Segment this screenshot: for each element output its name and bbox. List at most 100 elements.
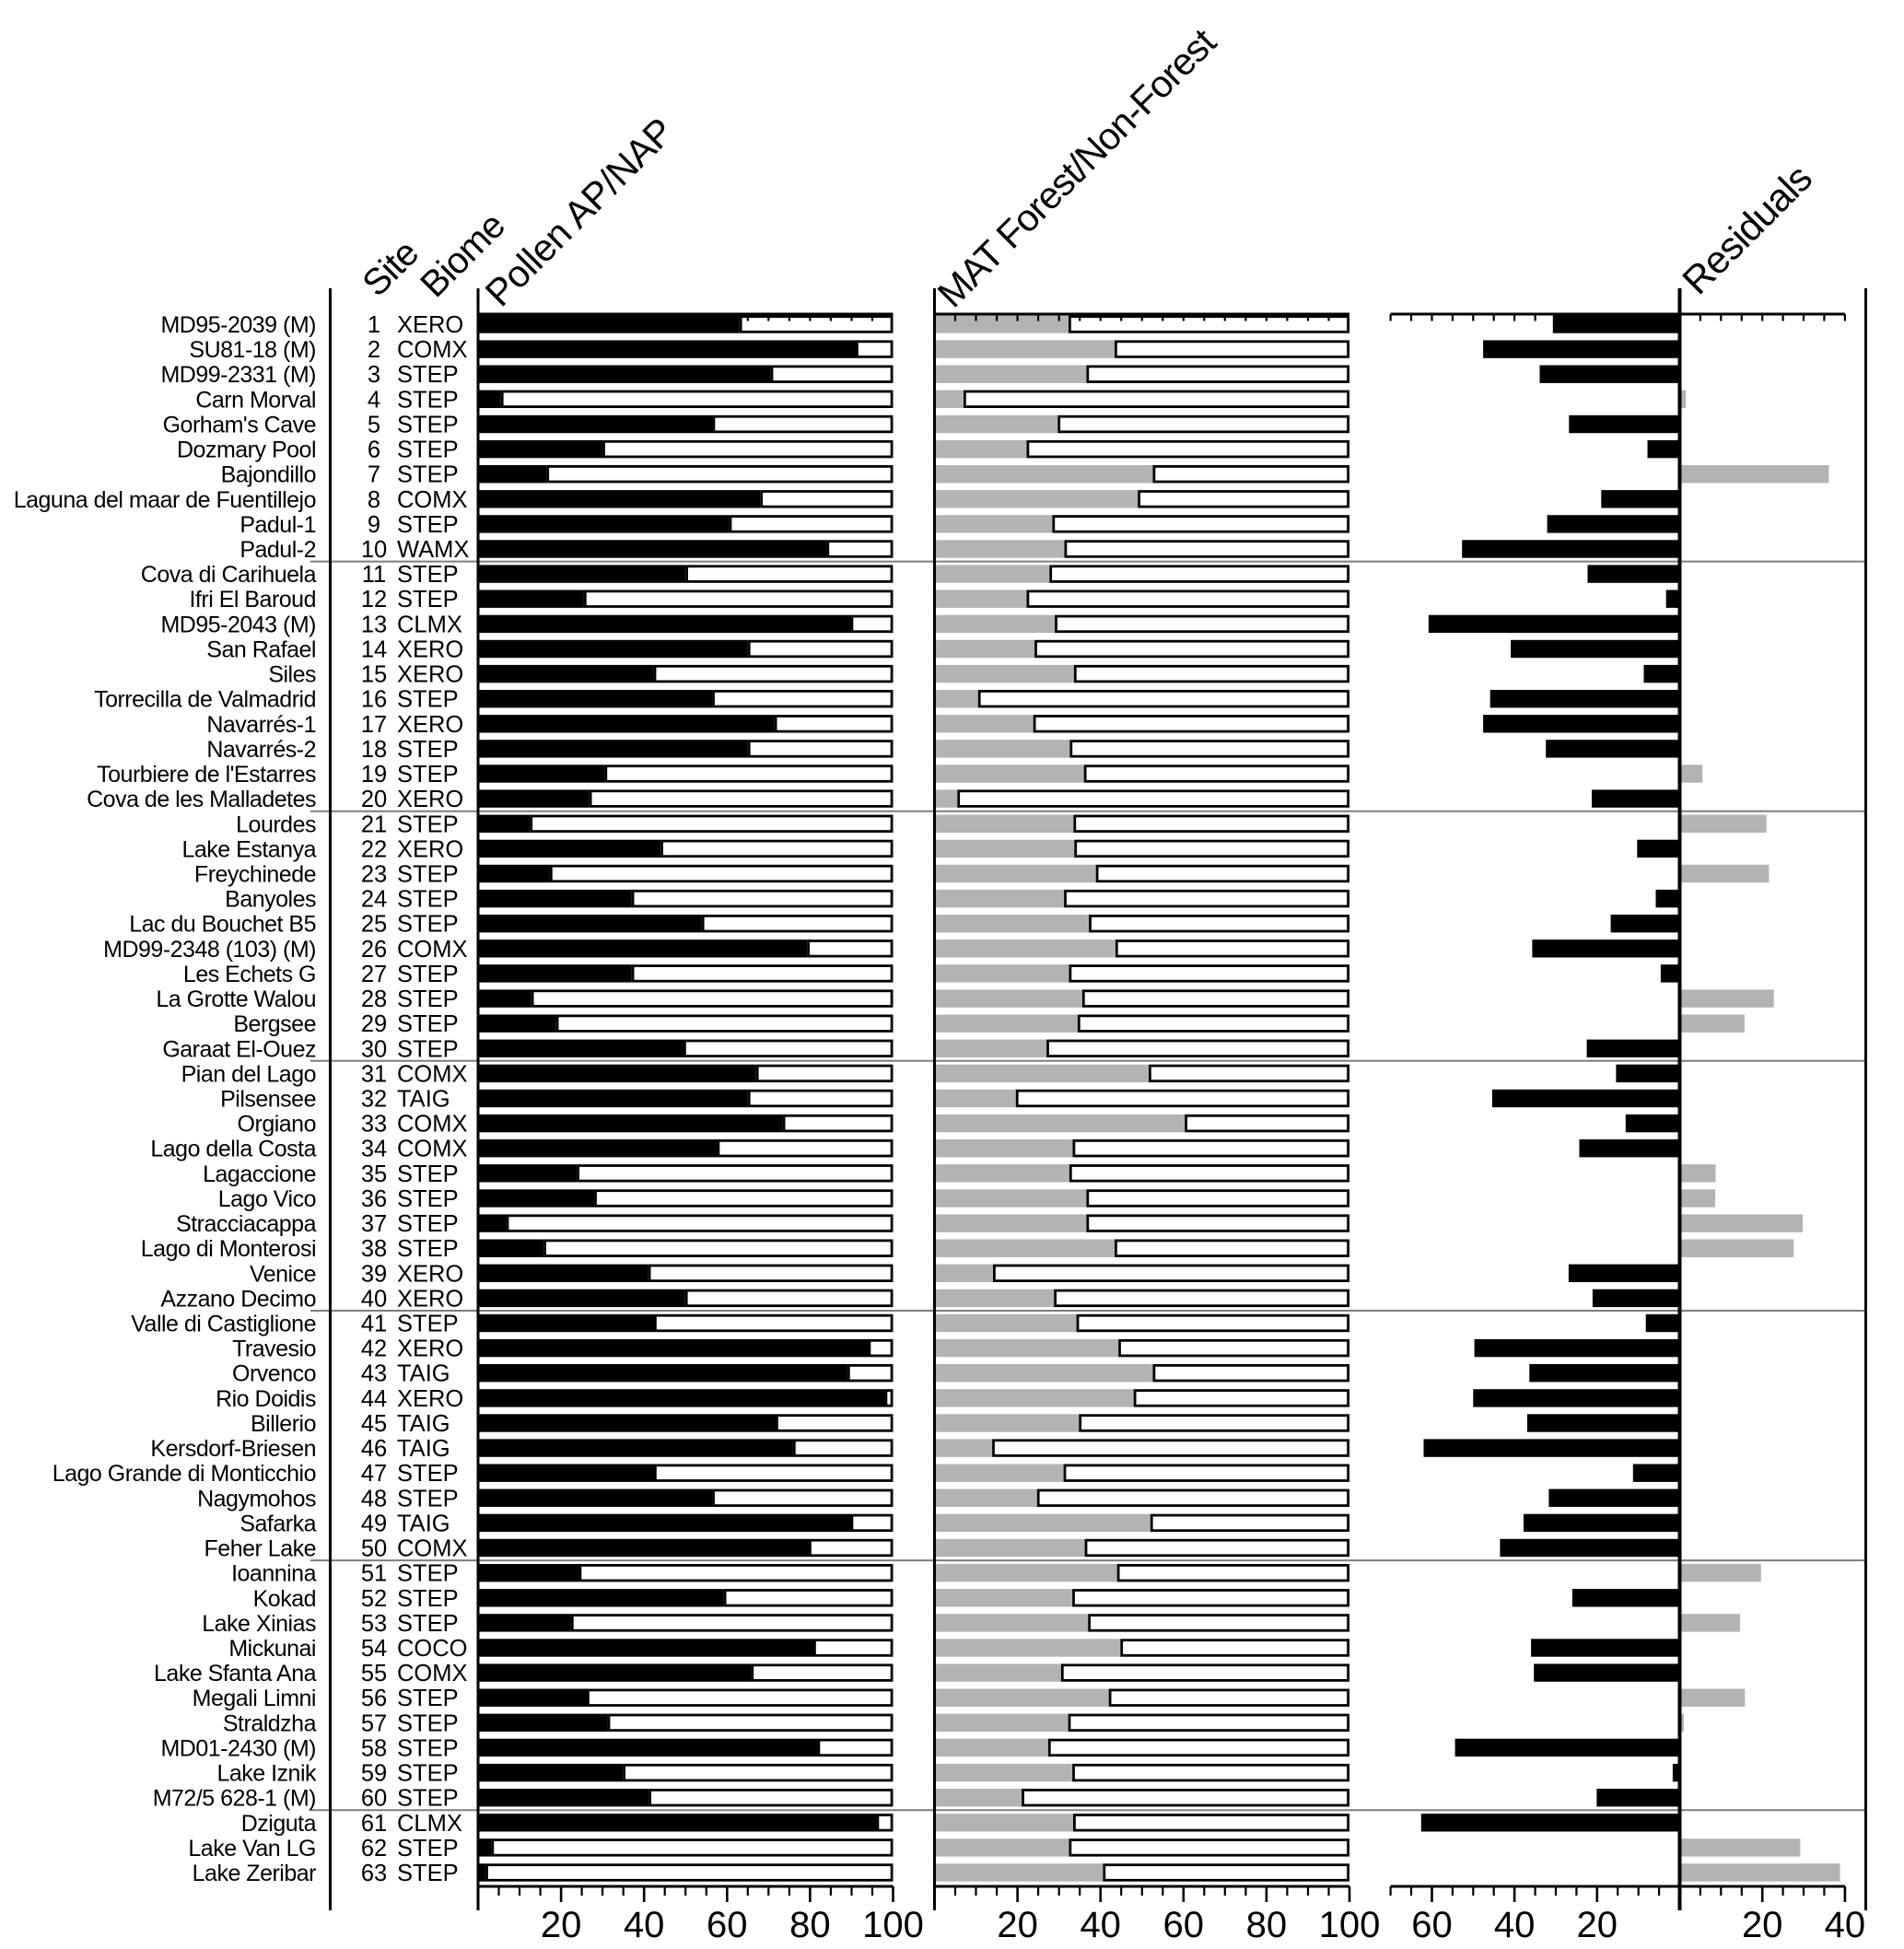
svg-text:20: 20 <box>361 787 387 812</box>
svg-text:MD95-2039 (M): MD95-2039 (M) <box>160 312 316 338</box>
svg-text:40: 40 <box>361 1286 387 1312</box>
svg-text:Azzano Decimo: Azzano Decimo <box>160 1286 316 1312</box>
svg-text:32: 32 <box>361 1087 387 1113</box>
svg-text:Padul-1: Padul-1 <box>239 512 316 538</box>
svg-text:STEP: STEP <box>397 1186 459 1212</box>
svg-text:4: 4 <box>368 387 380 413</box>
svg-text:Pilsensee: Pilsensee <box>220 1087 316 1113</box>
svg-text:62: 62 <box>361 1836 387 1861</box>
svg-text:Lake Xinias: Lake Xinias <box>202 1611 316 1637</box>
svg-text:Navarrés-2: Navarrés-2 <box>206 737 316 763</box>
svg-text:Venice: Venice <box>250 1261 316 1287</box>
svg-text:56: 56 <box>361 1686 387 1711</box>
svg-text:STEP: STEP <box>397 438 459 463</box>
svg-text:STEP: STEP <box>397 962 459 987</box>
svg-text:58: 58 <box>361 1735 387 1761</box>
svg-text:Freychinede: Freychinede <box>194 862 316 888</box>
svg-text:31: 31 <box>361 1061 387 1087</box>
svg-text:42: 42 <box>361 1336 387 1362</box>
svg-text:Cova de les Malladetes: Cova de les Malladetes <box>87 787 316 812</box>
svg-text:STEP: STEP <box>397 462 459 488</box>
svg-text:34: 34 <box>361 1137 387 1162</box>
svg-text:Lago Vico: Lago Vico <box>218 1186 316 1212</box>
svg-text:22: 22 <box>361 836 387 862</box>
svg-text:12: 12 <box>361 587 387 613</box>
svg-text:XERO: XERO <box>397 836 463 862</box>
svg-text:Rio Doidis: Rio Doidis <box>216 1386 316 1412</box>
svg-text:44: 44 <box>361 1386 387 1412</box>
svg-text:39: 39 <box>361 1261 387 1287</box>
svg-text:60: 60 <box>707 1905 748 1945</box>
svg-text:6: 6 <box>368 438 380 463</box>
svg-text:STEP: STEP <box>397 1686 459 1711</box>
svg-text:18: 18 <box>361 737 387 763</box>
svg-text:STEP: STEP <box>397 1861 459 1886</box>
svg-text:30: 30 <box>361 1036 387 1062</box>
svg-text:10: 10 <box>361 537 387 563</box>
svg-text:STEP: STEP <box>397 1211 459 1237</box>
svg-text:80: 80 <box>789 1905 831 1945</box>
svg-text:55: 55 <box>361 1661 387 1686</box>
svg-text:Travesio: Travesio <box>232 1336 316 1362</box>
svg-text:26: 26 <box>361 937 387 963</box>
svg-text:51: 51 <box>361 1561 387 1587</box>
svg-text:53: 53 <box>361 1611 387 1637</box>
svg-text:Dozmary Pool: Dozmary Pool <box>177 438 316 463</box>
svg-text:STEP: STEP <box>397 887 459 913</box>
svg-text:33: 33 <box>361 1112 387 1138</box>
svg-text:COMX: COMX <box>397 1137 468 1162</box>
svg-text:48: 48 <box>361 1486 387 1511</box>
svg-text:46: 46 <box>361 1436 387 1462</box>
svg-text:Nagymohos: Nagymohos <box>197 1486 316 1511</box>
svg-text:CLMX: CLMX <box>397 1811 462 1837</box>
svg-text:STEP: STEP <box>397 862 459 888</box>
svg-text:COMX: COMX <box>397 337 468 363</box>
svg-text:Tourbiere de l'Estarres: Tourbiere de l'Estarres <box>97 762 316 788</box>
svg-text:61: 61 <box>361 1811 387 1837</box>
svg-text:STEP: STEP <box>397 1486 459 1511</box>
svg-text:80: 80 <box>1246 1905 1288 1945</box>
svg-text:STEP: STEP <box>397 1461 459 1487</box>
svg-text:STEP: STEP <box>397 587 459 613</box>
svg-text:Cova di Carihuela: Cova di Carihuela <box>141 562 317 588</box>
svg-text:TAIG: TAIG <box>397 1511 450 1536</box>
svg-text:STEP: STEP <box>397 562 459 588</box>
svg-text:21: 21 <box>361 811 387 837</box>
svg-text:COMX: COMX <box>397 1536 468 1562</box>
svg-text:50: 50 <box>361 1536 387 1562</box>
svg-text:Pian del Lago: Pian del Lago <box>181 1061 316 1087</box>
svg-text:STEP: STEP <box>397 1735 459 1761</box>
svg-text:MD01-2430 (M): MD01-2430 (M) <box>160 1735 316 1761</box>
svg-text:16: 16 <box>361 687 387 713</box>
svg-text:20: 20 <box>1742 1905 1783 1945</box>
svg-text:STEP: STEP <box>397 1561 459 1587</box>
svg-text:40: 40 <box>624 1905 665 1945</box>
svg-text:45: 45 <box>361 1411 387 1437</box>
svg-text:7: 7 <box>368 462 380 488</box>
svg-text:XERO: XERO <box>397 712 463 738</box>
svg-text:COMX: COMX <box>397 1112 468 1138</box>
svg-text:Bajondillo: Bajondillo <box>221 462 316 488</box>
svg-text:38: 38 <box>361 1236 387 1262</box>
svg-text:11: 11 <box>362 562 386 588</box>
svg-text:Padul-2: Padul-2 <box>239 537 316 563</box>
svg-text:XERO: XERO <box>397 1286 463 1312</box>
svg-text:Feher Lake: Feher Lake <box>204 1536 316 1562</box>
svg-text:XERO: XERO <box>397 1336 463 1362</box>
svg-text:MD99-2331 (M): MD99-2331 (M) <box>160 362 316 388</box>
svg-text:19: 19 <box>361 762 387 788</box>
svg-text:TAIG: TAIG <box>397 1087 450 1113</box>
svg-text:XERO: XERO <box>397 787 463 812</box>
svg-text:XERO: XERO <box>397 637 463 663</box>
svg-text:STEP: STEP <box>397 1036 459 1062</box>
svg-text:WAMX: WAMX <box>397 537 469 563</box>
svg-text:41: 41 <box>361 1312 387 1337</box>
svg-text:CLMX: CLMX <box>397 612 462 637</box>
svg-text:3: 3 <box>368 362 380 388</box>
svg-text:43: 43 <box>361 1361 387 1387</box>
svg-text:Gorham's Cave: Gorham's Cave <box>163 413 316 438</box>
svg-text:27: 27 <box>361 962 387 987</box>
svg-text:28: 28 <box>361 986 387 1012</box>
svg-text:STEP: STEP <box>397 1611 459 1637</box>
svg-text:Torrecilla de Valmadrid: Torrecilla de Valmadrid <box>94 687 316 713</box>
